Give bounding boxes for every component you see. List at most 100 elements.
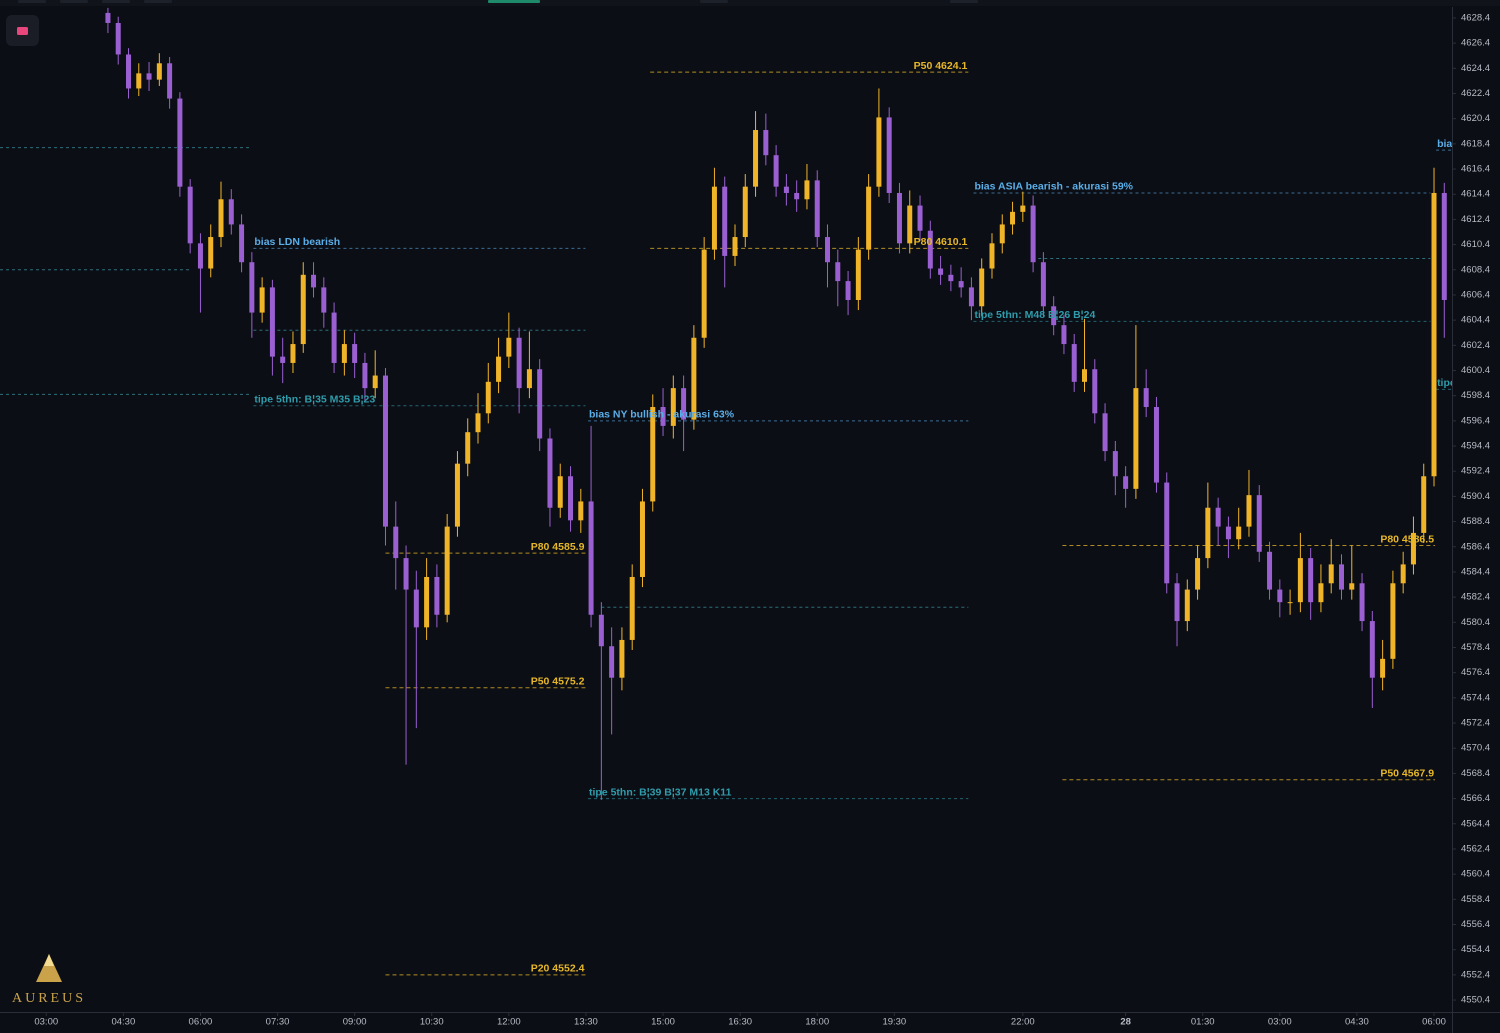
candle-body: [1164, 482, 1170, 584]
candle-body: [372, 375, 378, 389]
candle-body: [105, 12, 111, 23]
candle-body: [1349, 583, 1355, 590]
x-tick-label: 12:00: [497, 1017, 521, 1028]
candle-body: [1133, 388, 1139, 489]
y-tick-label: 4602.4: [1461, 340, 1490, 351]
y-tick-label: 4600.4: [1461, 365, 1490, 376]
candle-body: [1112, 451, 1118, 477]
candle-body: [804, 180, 810, 200]
candle-body: [773, 155, 779, 187]
candle-body: [321, 287, 327, 313]
candle-body: [125, 54, 131, 89]
x-tick-label: 07:30: [266, 1017, 290, 1028]
candle-body: [1390, 583, 1396, 659]
y-tick-label: 4580.4: [1461, 617, 1490, 628]
candle-body: [1267, 551, 1273, 590]
candle-body: [670, 388, 676, 426]
y-tick-label: 4628.4: [1461, 12, 1490, 23]
x-tick-label: 15:00: [651, 1017, 675, 1028]
bias-label: tipe 5thn: M48 B¦26 B¦24: [974, 309, 1095, 321]
candle-body: [280, 356, 286, 363]
y-tick-label: 4592.4: [1461, 466, 1490, 477]
x-tick-label: 18:00: [805, 1017, 829, 1028]
candle-body: [896, 192, 902, 244]
y-tick-label: 4584.4: [1461, 566, 1490, 577]
toolbar: [0, 0, 1500, 6]
candle-body: [681, 388, 687, 420]
candle-body: [1010, 211, 1016, 225]
candle-body: [794, 192, 800, 200]
candle-body: [197, 243, 203, 269]
candle-body: [557, 476, 563, 508]
candle-body: [763, 130, 769, 156]
candle-body: [814, 180, 820, 238]
y-tick-label: 4556.4: [1461, 919, 1490, 930]
candle-body: [598, 614, 604, 647]
candle-body: [1205, 507, 1211, 559]
candle-body: [434, 576, 440, 615]
candle-body: [948, 274, 954, 282]
candle-body: [300, 274, 306, 345]
x-tick-label: 22:00: [1011, 1017, 1035, 1028]
candle-body: [999, 224, 1005, 244]
candle-body: [146, 73, 152, 80]
candle-body: [547, 438, 553, 508]
y-tick-label: 4552.4: [1461, 969, 1490, 980]
candle-body: [619, 639, 625, 678]
candle-body: [1328, 564, 1334, 584]
candle-body: [609, 646, 615, 678]
candle-body: [1318, 583, 1324, 603]
candle-body: [167, 63, 173, 99]
y-tick-label: 4604.4: [1461, 315, 1490, 326]
candle-body: [1040, 262, 1046, 307]
y-tick-label: 4582.4: [1461, 592, 1490, 603]
percentile-label: P80 4585.9: [531, 541, 585, 553]
y-tick-label: 4570.4: [1461, 743, 1490, 754]
candle-body: [1092, 369, 1098, 414]
x-tick-label: 03:00: [34, 1017, 58, 1028]
candle-body: [1431, 192, 1437, 477]
candle-body: [1369, 621, 1375, 678]
candle-body: [424, 576, 430, 628]
y-tick-label: 4576.4: [1461, 667, 1490, 678]
active-tab[interactable]: [488, 0, 540, 3]
candle-body: [1030, 205, 1036, 263]
candle-body: [1277, 589, 1283, 603]
y-tick-label: 4562.4: [1461, 843, 1490, 854]
candle-body: [711, 186, 717, 250]
candle-body: [866, 186, 872, 250]
candle-body: [742, 186, 748, 238]
x-tick-label: 28: [1120, 1017, 1131, 1028]
y-tick-label: 4586.4: [1461, 541, 1490, 552]
candle-body: [958, 281, 964, 288]
x-tick-label: 10:30: [420, 1017, 444, 1028]
candle-body: [269, 287, 275, 357]
candle-body: [382, 375, 388, 527]
candle-body: [537, 369, 543, 439]
candle-body: [1020, 205, 1026, 212]
axes: 4550.4 4552.4 4554.4 4556.4 4558.4 4560.4 4562…: [34, 12, 1490, 1027]
candle-body: [341, 344, 347, 363]
x-tick-label: 06:00: [189, 1017, 213, 1028]
percentile-label: P50 4624.1: [914, 60, 968, 72]
candle-body: [311, 274, 317, 288]
bias-label: bias NY bullish - akurasi 63%: [589, 409, 735, 421]
candle-body: [927, 230, 933, 269]
y-tick-label: 4598.4: [1461, 390, 1490, 401]
y-tick-label: 4578.4: [1461, 642, 1490, 653]
candle-body: [444, 526, 450, 615]
candle-body: [1153, 407, 1159, 483]
candle-body: [1174, 583, 1180, 622]
candle-body: [362, 362, 368, 389]
candle-body: [1400, 564, 1406, 584]
candle-body: [465, 432, 471, 464]
candle-body: [691, 337, 697, 420]
percentile-label: P50 4567.9: [1380, 767, 1434, 779]
candle-body: [187, 186, 193, 244]
candle-body: [403, 558, 409, 590]
candle-body: [1410, 532, 1416, 565]
candle-body: [722, 186, 728, 256]
candle-body: [249, 262, 255, 313]
y-tick-label: 4566.4: [1461, 793, 1490, 804]
